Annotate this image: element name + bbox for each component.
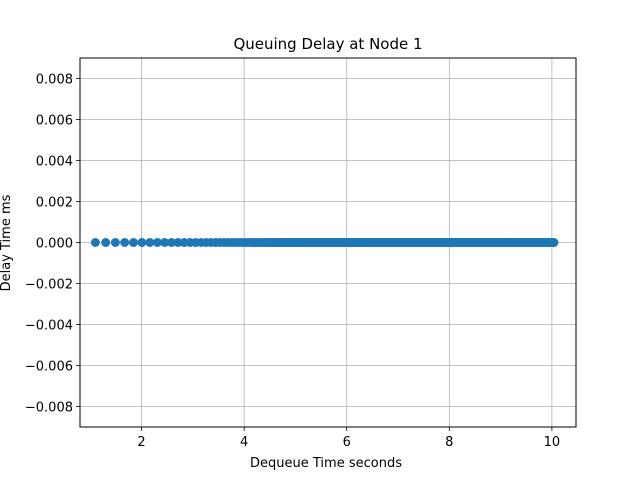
scatter-point xyxy=(90,238,100,247)
x-axis-label: Dequeue Time seconds xyxy=(250,456,402,471)
y-tick-label: 0.002 xyxy=(36,196,73,211)
scatter-point xyxy=(120,238,130,247)
scatter-point xyxy=(160,238,170,247)
scatter-point xyxy=(173,238,183,247)
scatter-point xyxy=(101,238,111,247)
y-tick-label: 0.004 xyxy=(36,155,73,170)
x-tick-label: 6 xyxy=(343,435,351,450)
scatter-point xyxy=(145,238,155,247)
x-tick-label: 8 xyxy=(445,435,453,450)
y-tick-label: −0.008 xyxy=(25,401,73,416)
y-axis-label: Delay Time ms xyxy=(0,194,14,291)
x-tick-label: 10 xyxy=(544,435,561,450)
y-tick-label: −0.006 xyxy=(25,360,73,375)
y-tick-label: 0.000 xyxy=(36,237,73,252)
points-layer xyxy=(90,238,559,247)
scatter-point xyxy=(549,238,559,247)
scatter-point xyxy=(152,238,162,247)
y-ticks: −0.008 −0.006 −0.004 −0.002 0.000 0.002 0.004 0… xyxy=(25,73,80,416)
scatter-point xyxy=(110,238,120,247)
x-tick-label: 4 xyxy=(240,435,248,450)
x-ticks: 2 4 6 8 10 xyxy=(137,427,560,450)
y-tick-label: −0.002 xyxy=(25,278,73,293)
y-tick-label: 0.006 xyxy=(36,114,73,129)
x-tick-label: 2 xyxy=(137,435,145,450)
scatter-point xyxy=(137,238,147,247)
chart-title: Queuing Delay at Node 1 xyxy=(233,35,422,53)
y-tick-label: −0.004 xyxy=(25,319,73,334)
y-tick-label: 0.008 xyxy=(36,73,73,88)
scatter-point xyxy=(128,238,138,247)
scatter-point xyxy=(166,238,176,247)
